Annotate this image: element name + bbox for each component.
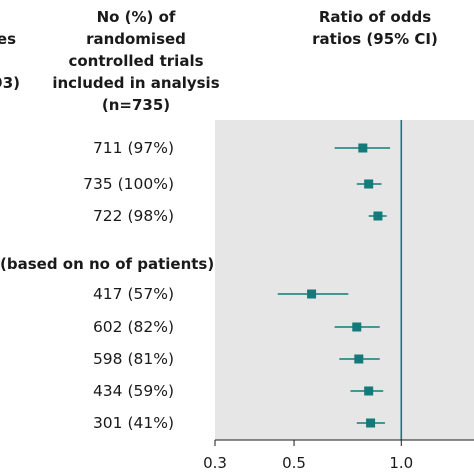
point-estimate <box>364 386 374 396</box>
header-left-fragment: es <box>0 30 16 48</box>
plot-marks <box>277 143 391 428</box>
ratio-column-header: Ratio of odds ratios (95% CI) <box>312 8 438 48</box>
trial-count: 735 (100%) <box>83 175 174 193</box>
x-axis: 0.3 0.5 1.0 <box>203 439 474 472</box>
point-estimate <box>358 143 368 153</box>
trial-count: 417 (57%) <box>92 285 174 303</box>
plot-background <box>215 120 474 440</box>
point-estimate <box>307 289 317 299</box>
x-tick-label: 0.3 <box>203 454 227 472</box>
trial-count: 598 (81%) <box>92 350 174 368</box>
trial-count: 711 (97%) <box>92 139 174 157</box>
trial-count: 602 (82%) <box>92 318 174 336</box>
point-estimate <box>366 418 376 428</box>
trial-count: 301 (41%) <box>92 414 174 432</box>
plot-panel <box>215 120 474 440</box>
point-estimate <box>354 354 364 364</box>
count-column-header: No (%) of randomised controlled trials i… <box>52 8 220 114</box>
point-estimate <box>352 322 362 332</box>
x-tick-label: 1.0 <box>389 454 413 472</box>
point-estimate <box>373 211 383 221</box>
header-left-fragment-2: 93) <box>0 74 20 92</box>
section-label: (based on no of patients) <box>0 255 215 273</box>
trial-count: 434 (59%) <box>92 382 174 400</box>
x-tick-label: 0.5 <box>282 454 306 472</box>
trial-count: 722 (98%) <box>92 207 174 225</box>
point-estimate <box>364 179 374 189</box>
